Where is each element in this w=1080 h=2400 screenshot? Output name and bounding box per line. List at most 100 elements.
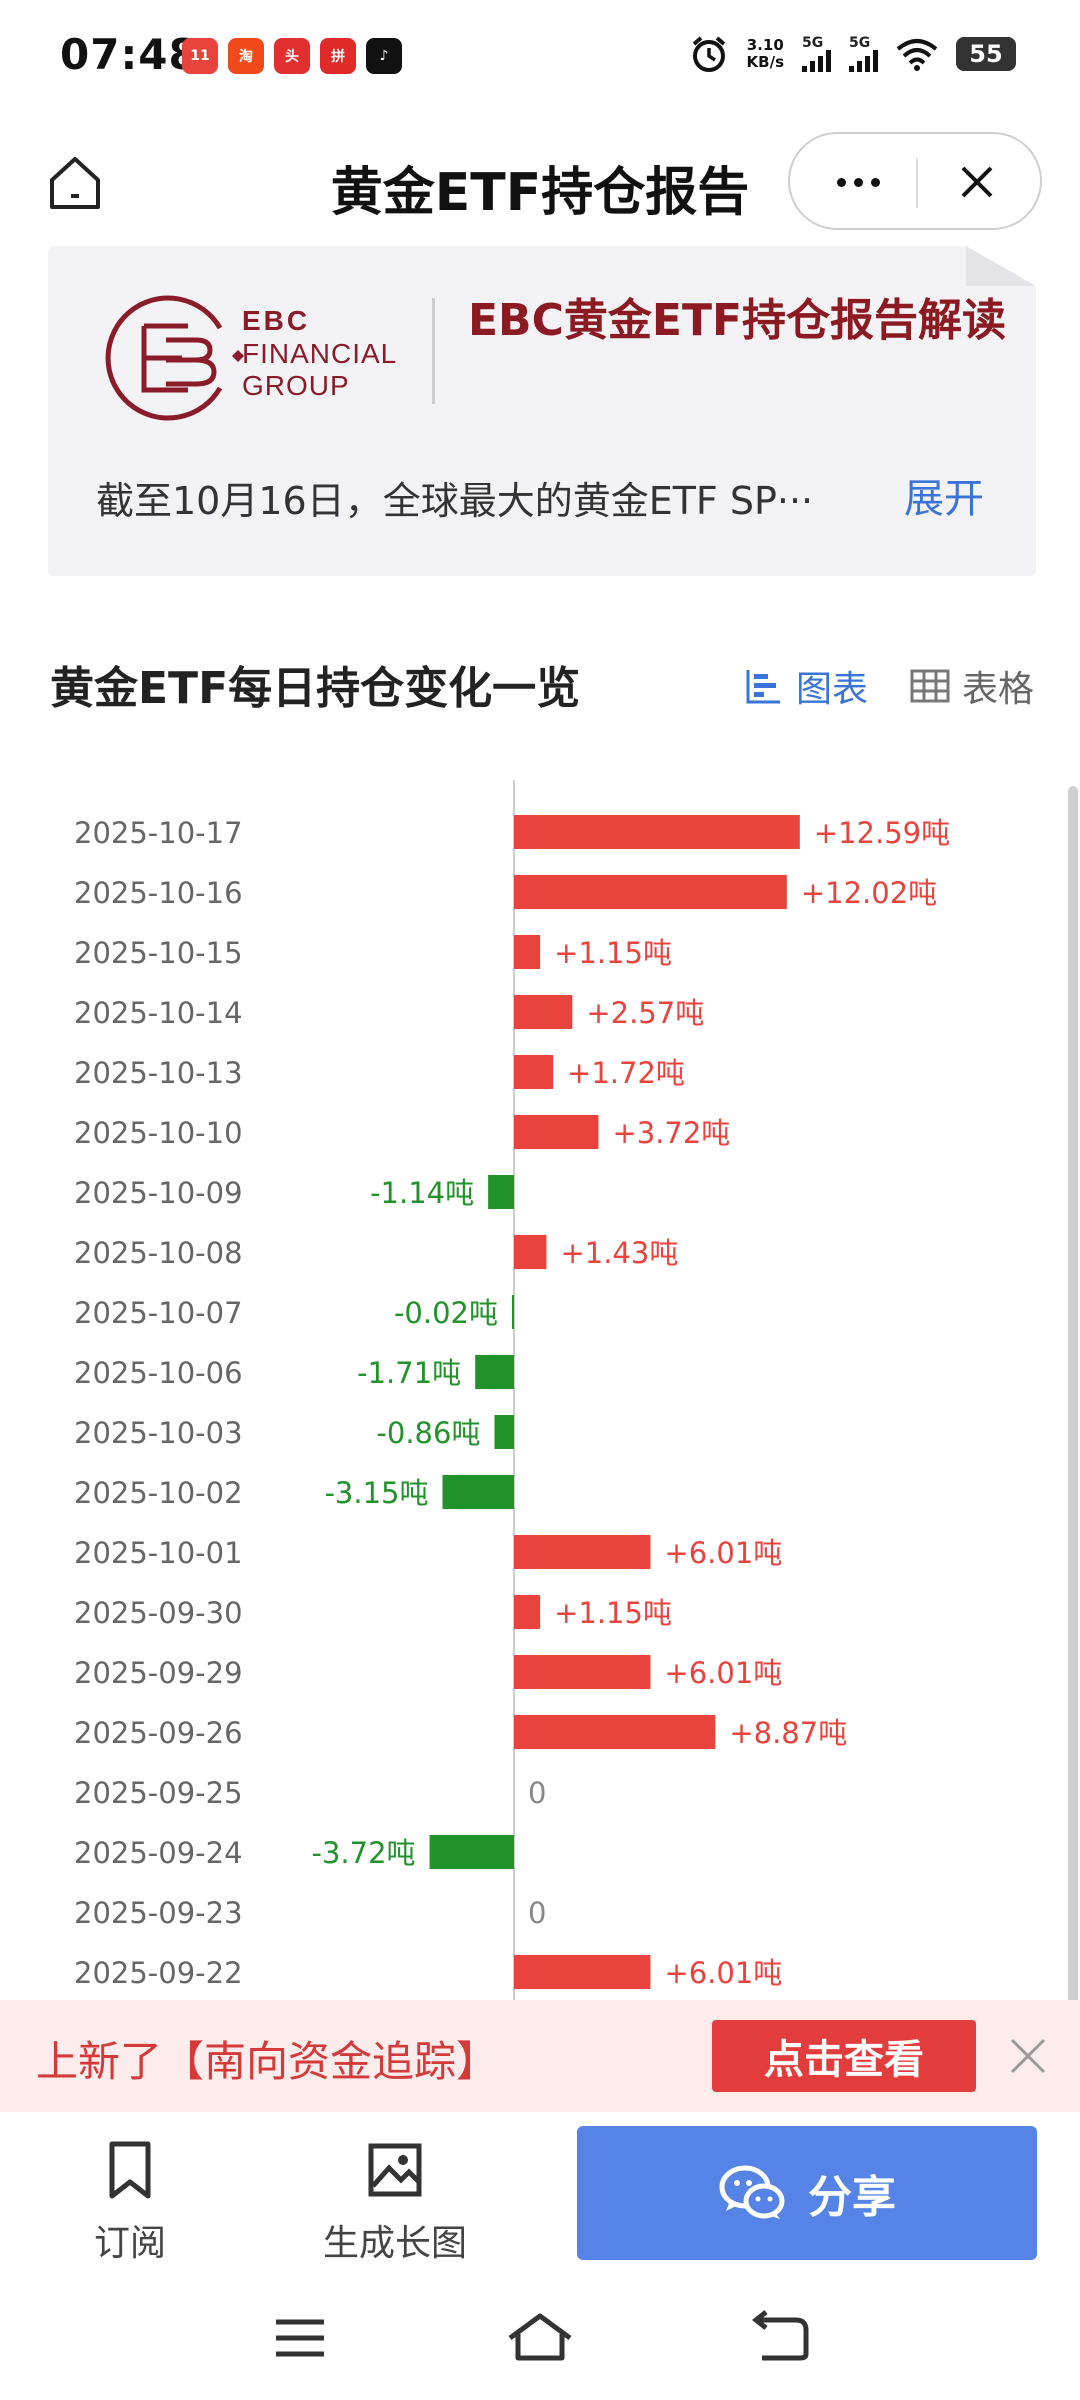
taobao-app-icon: 淘 [228,38,264,74]
banner-summary: 截至10月16日，全球最大的黄金ETF SP··· [96,479,814,523]
data-label: -3.72吨 [312,1836,416,1870]
category-label: 2025-10-13 [74,1056,243,1090]
data-label: +12.02吨 [801,876,937,910]
data-bar[interactable] [514,995,573,1029]
pinduoduo-app-icon: 拼 [320,38,356,74]
miniapp-capsule [788,132,1042,230]
holdings-bar-chart: 2025-10-17 +12.59吨 2025-10-16 +12.02吨 2025-1… [0,780,1080,2002]
alarm-icon [692,36,725,72]
section-title: 黄金ETF每日持仓变化一览 [50,663,581,714]
bookmark-icon [109,2141,151,2199]
logo-line3: GROUP [242,370,350,401]
data-label: +2.57吨 [586,996,704,1030]
signal-sim1-icon: 5G [802,36,831,72]
data-bar[interactable] [514,1055,554,1089]
long-image-button[interactable]: 生成长图 [320,2140,470,2266]
page-fold-decoration [966,246,1036,286]
more-dot-icon [836,177,846,187]
toutiao-app-icon: 头 [274,38,310,74]
data-label: -1.14吨 [370,1176,474,1210]
data-label: -0.02吨 [394,1296,498,1330]
category-label: 2025-10-15 [74,936,243,970]
data-bar[interactable] [514,1655,651,1689]
data-bar[interactable] [429,1835,514,1869]
notice-text: 上新了【南向资金追踪】 [36,2037,499,2086]
sim1-label: 5G [802,35,824,51]
tab-chart[interactable]: 图表 [744,660,868,712]
taobao-1111-app-icon: 11 [182,38,218,74]
data-bar[interactable] [514,1115,599,1149]
view-button[interactable]: 点击查看 [712,2020,976,2092]
data-bar[interactable] [514,1595,541,1629]
page-title: 黄金ETF持仓报告 [330,163,750,223]
data-label: +1.15吨 [554,1596,672,1630]
tab-chart-label: 图表 [796,669,869,710]
more-dot-icon [853,177,863,187]
scrollbar[interactable] [1068,786,1078,2132]
chart-svg: 2025-10-17 +12.59吨 2025-10-16 +12.02吨 2025-1… [74,780,950,2002]
data-label: 0 [528,1896,546,1930]
data-bar[interactable] [494,1415,514,1449]
category-label: 2025-09-29 [74,1656,243,1690]
category-label: 2025-10-17 [74,816,243,850]
more-button[interactable] [810,152,906,212]
home-nav-icon[interactable] [500,2308,580,2368]
page-header: 黄金ETF持仓报告 [0,120,1080,240]
data-bar[interactable] [442,1475,514,1509]
data-bar[interactable] [514,875,787,909]
notification-app-icons: 11 淘 头 拼 ♪ [182,38,402,74]
category-label: 2025-09-23 [74,1896,243,1930]
category-label: 2025-10-03 [74,1416,243,1450]
subscribe-label: 订阅 [93,2223,166,2264]
data-label: +6.01吨 [664,1656,782,1690]
long-image-label: 生成长图 [322,2223,467,2264]
back-icon[interactable] [740,2308,820,2368]
data-label: +12.59吨 [814,816,950,850]
tiktok-app-icon: ♪ [366,38,402,74]
capsule-divider [916,158,918,208]
subscribe-button[interactable]: 订阅 [90,2140,170,2266]
data-label: -0.86吨 [376,1416,480,1450]
data-label: +1.43吨 [560,1236,678,1270]
category-label: 2025-10-09 [74,1176,243,1210]
home-icon[interactable] [44,152,106,214]
menu-icon[interactable] [260,2308,340,2368]
data-label: +6.01吨 [664,1956,782,1990]
data-label: +1.72吨 [567,1056,685,1090]
data-label: -3.15吨 [324,1476,428,1510]
data-bar[interactable] [514,1715,716,1749]
logo-line1: EBC [242,305,311,336]
tab-table-label: 表格 [962,669,1035,710]
category-label: 2025-10-08 [74,1236,243,1270]
data-bar[interactable] [488,1175,514,1209]
bottom-action-bar: 订阅 生成长图 分享 [0,2112,1080,2282]
data-bar[interactable] [475,1355,514,1389]
data-bar[interactable] [514,815,800,849]
network-speed: 3.10 KB/s [747,37,784,71]
report-banner-card[interactable]: EBC FINANCIAL GROUP EBC黄金ETF持仓报告解读 截至10月… [48,246,1036,576]
banner-title: EBC黄金ETF持仓报告解读 [468,295,1007,346]
category-label: 2025-10-07 [74,1296,243,1330]
more-dot-icon [870,177,880,187]
logo-line2: FINANCIAL [242,338,398,369]
share-button[interactable]: 分享 [577,2126,1037,2260]
category-label: 2025-10-16 [74,876,243,910]
data-label: -1.71吨 [357,1356,461,1390]
data-label: +6.01吨 [664,1536,782,1570]
share-label: 分享 [808,2172,896,2223]
close-icon[interactable] [932,152,1022,212]
expand-link[interactable]: 展开 [904,476,984,522]
data-bar[interactable] [512,1295,514,1329]
system-nav-bar [0,2282,1080,2400]
notice-bar: 上新了【南向资金追踪】 点击查看 [0,2000,1080,2112]
data-bar[interactable] [514,1235,547,1269]
close-icon[interactable] [1006,2034,1050,2078]
category-label: 2025-10-14 [74,996,243,1030]
category-label: 2025-10-10 [74,1116,243,1150]
data-bar[interactable] [514,935,541,969]
tab-table[interactable]: 表格 [910,660,1034,712]
category-label: 2025-10-06 [74,1356,243,1390]
data-bar[interactable] [514,1955,651,1989]
data-bar[interactable] [514,1535,651,1569]
data-label: +1.15吨 [554,936,672,970]
